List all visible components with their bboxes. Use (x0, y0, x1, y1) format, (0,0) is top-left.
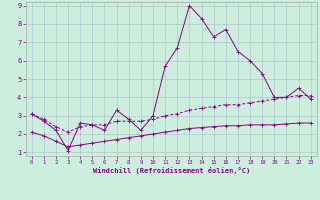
X-axis label: Windchill (Refroidissement éolien,°C): Windchill (Refroidissement éolien,°C) (92, 167, 250, 174)
